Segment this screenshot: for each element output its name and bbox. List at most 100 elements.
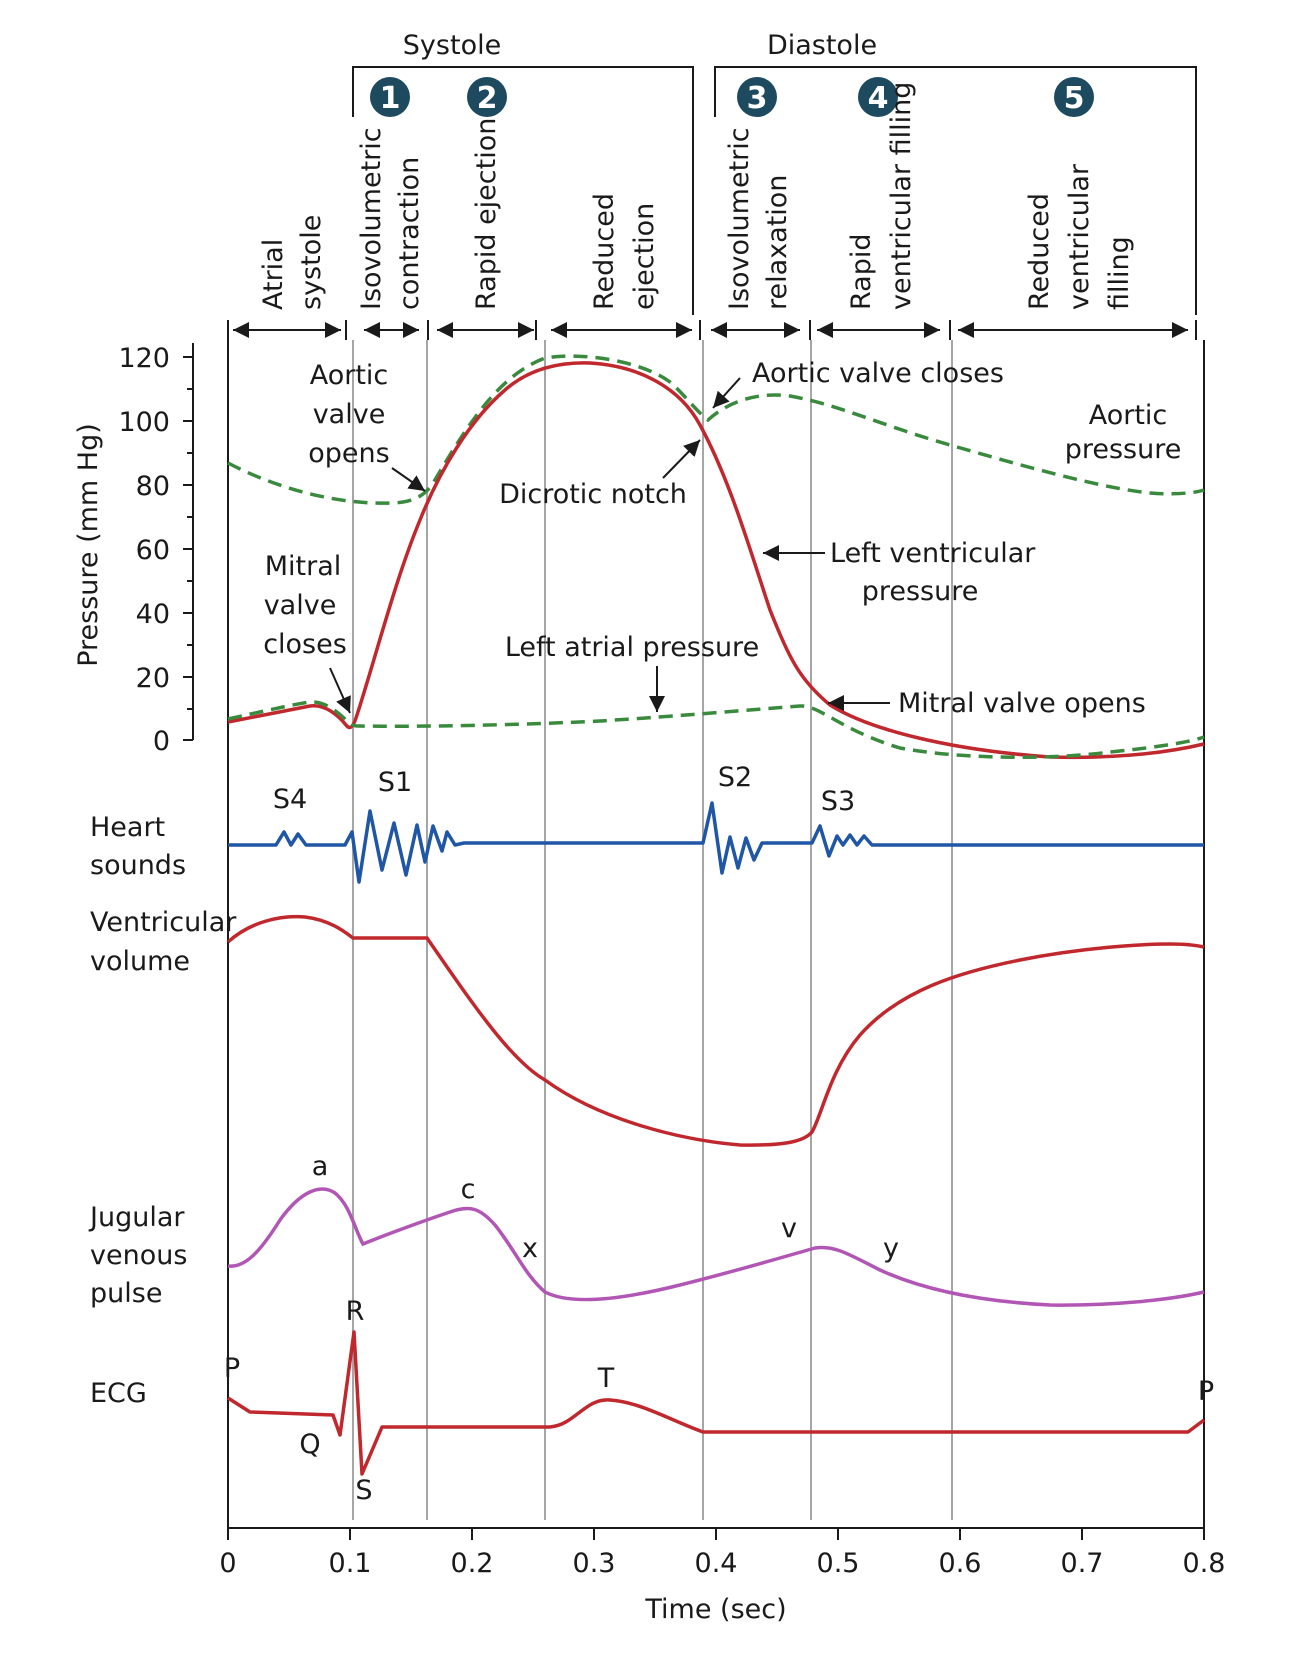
phase-rapid-ventricular-filling-line2: ventricular filling — [886, 82, 917, 310]
time-axis-tick-labels: 0 0.1 0.2 0.3 0.4 0.5 0.6 0.7 0.8 — [219, 1548, 1225, 1579]
pressure-axis-ticks — [183, 356, 193, 741]
svg-text:60: 60 — [136, 535, 170, 566]
svg-text:0.6: 0.6 — [939, 1548, 982, 1579]
svg-text:0.3: 0.3 — [573, 1548, 616, 1579]
lv-pressure-curve — [227, 361, 1205, 760]
ecg-q-label: Q — [299, 1429, 320, 1460]
svg-text:1: 1 — [380, 81, 401, 116]
jvp-wave-labels: a c x v y — [312, 1151, 899, 1264]
mitral-valve-opens-annotation: Mitral valve opens — [828, 688, 1146, 719]
phase-atrial-systole-line1: Atrial — [258, 239, 289, 310]
svg-text:Ventricular: Ventricular — [90, 907, 237, 938]
svg-text:0.1: 0.1 — [329, 1548, 372, 1579]
svg-text:0: 0 — [153, 726, 170, 757]
svg-text:Aortic valve closes: Aortic valve closes — [752, 358, 1004, 389]
svg-text:4: 4 — [868, 81, 889, 116]
svg-text:0.5: 0.5 — [817, 1548, 860, 1579]
svg-text:volume: volume — [90, 946, 190, 977]
frame — [192, 340, 1205, 1529]
svg-text:Dicrotic notch: Dicrotic notch — [499, 479, 687, 510]
svg-text:Left atrial pressure: Left atrial pressure — [505, 632, 759, 663]
svg-text:closes: closes — [263, 629, 347, 660]
svg-text:pressure: pressure — [862, 576, 979, 607]
aortic-pressure-curve — [227, 354, 1205, 505]
svg-text:sounds: sounds — [90, 850, 186, 881]
pressure-axis-tick-labels: 120 100 80 60 40 20 0 — [118, 343, 170, 757]
phase-brackets — [352, 66, 1197, 315]
svg-text:5: 5 — [1064, 81, 1085, 116]
aortic-valve-closes-annotation: Aortic valve closes — [712, 358, 1004, 409]
jvp-v-label: v — [781, 1213, 797, 1244]
phase-badge-4: 4 — [858, 77, 898, 117]
phase-isovolumetric-relaxation-line2: relaxation — [762, 175, 793, 310]
ecg-wave-labels: P Q R S T P — [224, 1296, 1214, 1506]
s3-label: S3 — [821, 786, 855, 817]
phase-badge-5: 5 — [1054, 77, 1094, 117]
svg-text:valve: valve — [313, 399, 386, 430]
phase-rapid-ventricular-filling-line1: Rapid — [846, 234, 877, 311]
phase-atrial-systole-line2: systole — [296, 215, 327, 310]
svg-text:opens: opens — [308, 438, 389, 469]
jvp-a-label: a — [312, 1151, 329, 1182]
phase-reduced-ejection-line2: ejection — [629, 203, 660, 310]
svg-text:20: 20 — [136, 663, 170, 694]
svg-text:Aortic: Aortic — [310, 360, 389, 391]
ecg-p-label: P — [224, 1353, 240, 1384]
lv-pressure-annotation: Left ventricular pressure — [763, 538, 1036, 607]
ecg-trace — [227, 1330, 1206, 1476]
phase-isovolumetric-contraction-line1: Isovolumetric — [356, 127, 387, 310]
svg-text:Mitral valve opens: Mitral valve opens — [898, 688, 1146, 719]
jvp-curve — [227, 1187, 1205, 1307]
svg-text:80: 80 — [136, 471, 170, 502]
phase-isovolumetric-relaxation-line1: Isovolumetric — [724, 127, 755, 310]
svg-text:40: 40 — [136, 599, 170, 630]
svg-text:2: 2 — [477, 81, 498, 116]
svg-text:0.4: 0.4 — [695, 1548, 738, 1579]
ecg-label: ECG — [90, 1378, 147, 1409]
svg-text:120: 120 — [118, 343, 170, 374]
time-axis-label: Time (sec) — [644, 1594, 786, 1625]
ecg-t-label: T — [597, 1363, 615, 1394]
left-atrial-pressure-annotation: Left atrial pressure — [505, 632, 759, 712]
phase-reduced-ventricular-filling-line3: filling — [1104, 236, 1135, 310]
svg-text:0.7: 0.7 — [1061, 1548, 1104, 1579]
phase-labels: Atrial systole Isovolumetric contraction… — [258, 82, 1135, 310]
phase-reduced-ejection-line1: Reduced — [589, 193, 620, 310]
svg-text:venous: venous — [90, 1240, 187, 1271]
s2-label: S2 — [718, 762, 752, 793]
phase-reduced-ventricular-filling-line2: ventricular — [1064, 163, 1095, 310]
svg-text:0: 0 — [219, 1548, 236, 1579]
phase-boundary-lines — [352, 340, 953, 1520]
svg-text:Heart: Heart — [90, 812, 165, 843]
svg-text:valve: valve — [264, 590, 337, 621]
svg-text:Left ventricular: Left ventricular — [830, 538, 1036, 569]
phase-badge-3: 3 — [737, 77, 777, 117]
jvp-c-label: c — [461, 1174, 476, 1205]
ecg-p2-label: P — [1198, 1376, 1214, 1407]
jvp-y-label: y — [883, 1233, 899, 1264]
dicrotic-notch-annotation: Dicrotic notch — [499, 439, 701, 510]
svg-text:0.8: 0.8 — [1183, 1548, 1226, 1579]
mitral-valve-closes-annotation: Mitral valve closes — [263, 551, 351, 714]
svg-text:pulse: pulse — [90, 1278, 162, 1309]
phase-duration-arrows — [227, 320, 1197, 340]
phase-badge-1: 1 — [370, 77, 410, 117]
heart-sounds-trace — [228, 801, 1204, 884]
phase-badge-2: 2 — [467, 77, 507, 117]
s1-label: S1 — [378, 767, 412, 798]
svg-text:pressure: pressure — [1065, 434, 1182, 465]
svg-text:Aortic: Aortic — [1089, 400, 1168, 431]
svg-text:0.2: 0.2 — [451, 1548, 494, 1579]
svg-text:100: 100 — [118, 407, 170, 438]
phase-isovolumetric-contraction-line2: contraction — [394, 157, 425, 310]
aortic-pressure-annotation: Aortic pressure — [1065, 400, 1182, 465]
diastole-label: Diastole — [767, 30, 877, 61]
phase-rapid-ejection: Rapid ejection — [471, 118, 502, 310]
pressure-axis-label: Pressure (mm Hg) — [73, 423, 104, 667]
ecg-r-label: R — [346, 1296, 365, 1327]
time-axis-ticks — [227, 1528, 1205, 1540]
phase-reduced-ventricular-filling-line1: Reduced — [1024, 193, 1055, 310]
jvp-x-label: x — [522, 1233, 538, 1264]
svg-text:Jugular: Jugular — [88, 1202, 185, 1233]
